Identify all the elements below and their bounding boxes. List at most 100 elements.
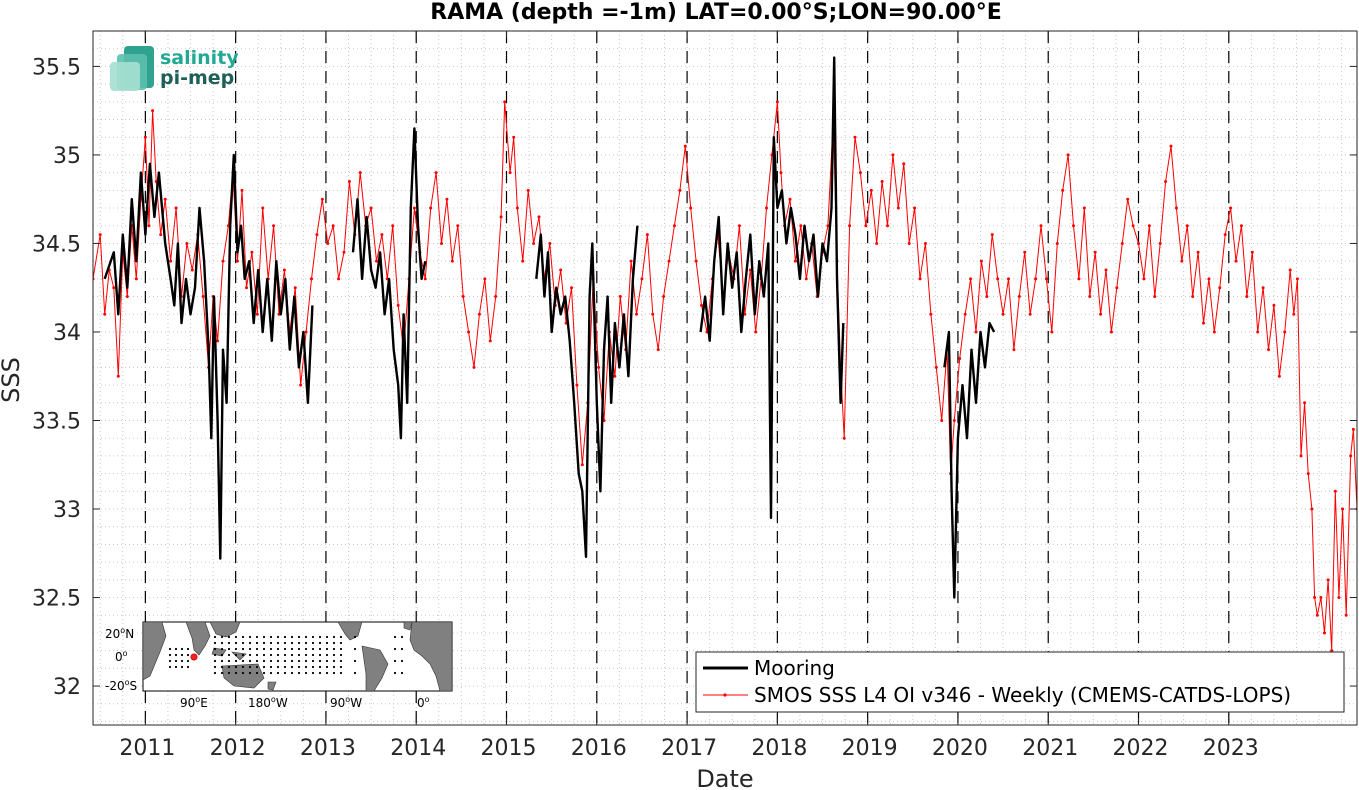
mooring-array-dot [234, 665, 238, 669]
x-tick-label: 2014 [390, 736, 446, 761]
smos-data-point [494, 295, 498, 299]
mooring-array-dot [276, 659, 280, 663]
mooring-array-dot [400, 635, 404, 639]
smos-data-point [570, 286, 574, 290]
smos-data-point [613, 374, 617, 378]
mooring-array-dot [318, 665, 322, 669]
smos-data-point [1207, 277, 1211, 281]
mooring-array-dot [297, 671, 301, 675]
smos-data-point [1088, 295, 1092, 299]
smos-data-point [1196, 250, 1200, 254]
mooring-array-dot [234, 671, 238, 675]
mooring-array-dot [318, 659, 322, 663]
smos-data-point [1315, 613, 1319, 617]
salinity-pimep-logo: salinity pi-mep [110, 46, 239, 91]
legend: Mooring SMOS SSS L4 OI v346 - Weekly (CM… [695, 651, 1345, 713]
y-tick-label: 32 [53, 675, 81, 700]
x-tick-label: 2020 [932, 736, 988, 761]
smos-data-point [282, 268, 286, 272]
smos-data-point [320, 197, 324, 201]
smos-data-point [1099, 312, 1103, 316]
tick-layer: 32 32.5 33 33.5 34 34.5 35 35.5 2011 2012 2013 2014… [32, 31, 1357, 761]
smos-data-point [1319, 596, 1323, 600]
x-tick-label: 2023 [1203, 736, 1259, 761]
smos-data-point [869, 188, 873, 192]
smos-data-point [1104, 268, 1108, 272]
smos-data-point [169, 259, 173, 263]
plot-area [93, 31, 1357, 725]
smos-data-point [656, 348, 660, 352]
y-tick-label: 35.5 [32, 55, 81, 80]
smos-data-point [743, 312, 747, 316]
logo-salinity-text: salinity [160, 47, 239, 69]
map-lon-label-0: 0o [417, 695, 430, 710]
mooring-array-dot [276, 635, 280, 639]
smos-data-point [1277, 374, 1281, 378]
mooring-series-line-4 [943, 321, 996, 599]
smos-data-point [1072, 224, 1076, 228]
mooring-array-dot [283, 653, 287, 657]
smos-data-point [147, 224, 151, 228]
smos-data-point [255, 312, 259, 316]
mooring-array-dot [290, 665, 294, 669]
mooring-array-dot [297, 635, 301, 639]
mooring-array-dot [227, 659, 231, 663]
smos-data-point [1313, 596, 1317, 600]
mooring-array-dot [220, 665, 224, 669]
mooring-array-dot [339, 671, 343, 675]
smos-data-point [918, 277, 922, 281]
smos-data-point [1147, 224, 1151, 228]
mooring-array-dot [400, 659, 404, 663]
mooring-array-dot [241, 665, 245, 669]
smos-data-point [1202, 321, 1206, 325]
mooring-array-dot [311, 665, 315, 669]
mooring-array-dot [220, 659, 224, 663]
mooring-array-dot [227, 671, 231, 675]
smos-data-point [979, 259, 983, 263]
smos-data-point [342, 250, 346, 254]
smos-data-point [996, 277, 1000, 281]
grid [93, 31, 1357, 725]
smos-data-point [304, 330, 308, 334]
smos-data-point [618, 295, 622, 299]
smos-data-point [299, 383, 303, 387]
mooring-series-line-1 [351, 127, 427, 440]
smos-data-point [151, 109, 155, 113]
mooring-array-dot [220, 653, 224, 657]
smos-data-point [1351, 427, 1355, 431]
smos-data-point [1349, 454, 1353, 458]
smos-data-point [1310, 507, 1314, 511]
mooring-array-dot [325, 671, 329, 675]
smos-data-point [1234, 259, 1238, 263]
smos-data-point [1299, 454, 1303, 458]
map-lat-label-equator: 0o [115, 649, 128, 664]
mooring-array-dot [393, 647, 397, 651]
mooring-array-dot [332, 665, 336, 669]
smos-data-point [103, 312, 107, 316]
smos-data-point [1012, 348, 1016, 352]
mooring-array-dot [262, 653, 266, 657]
mooring-array-dot [234, 653, 238, 657]
y-tick-label: 34.5 [32, 232, 81, 257]
smos-data-point [112, 286, 116, 290]
mooring-array-dot [255, 671, 259, 675]
mooring-array-dot [255, 665, 259, 669]
mooring-array-dot [234, 659, 238, 663]
mooring-array-dot [213, 647, 217, 651]
mooring-array-dot [248, 671, 252, 675]
x-tick-label: 2021 [1022, 736, 1078, 761]
mooring-array-dot [332, 659, 336, 663]
smos-data-point [645, 233, 649, 237]
mooring-array-dot [339, 653, 343, 657]
mooring-array-dot [400, 671, 404, 675]
smos-data-point [985, 295, 989, 299]
smos-data-point [508, 171, 512, 175]
smos-data-point [185, 241, 189, 245]
mooring-array-dot [332, 635, 336, 639]
smos-data-point [683, 144, 687, 148]
mooring-array-dot [325, 665, 329, 669]
smos-data-point [629, 259, 633, 263]
mooring-array-dot [213, 665, 217, 669]
smos-data-point [532, 241, 536, 245]
mooring-array-dot [332, 671, 336, 675]
